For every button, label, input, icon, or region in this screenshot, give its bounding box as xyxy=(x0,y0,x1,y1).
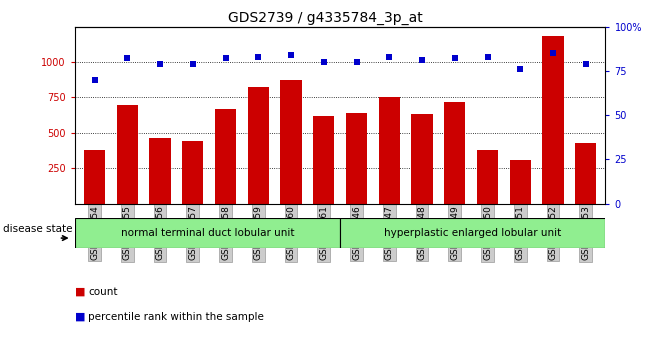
Text: disease state: disease state xyxy=(3,224,73,234)
Point xyxy=(220,56,230,61)
Bar xyxy=(379,97,400,204)
Point xyxy=(482,54,493,59)
Bar xyxy=(542,36,564,204)
Text: count: count xyxy=(88,287,117,297)
Bar xyxy=(444,102,465,204)
Point xyxy=(89,77,100,82)
Bar xyxy=(75,218,340,248)
Bar xyxy=(411,114,433,204)
Point xyxy=(515,66,525,72)
Bar xyxy=(117,105,138,204)
Point xyxy=(318,59,329,65)
Text: hyperplastic enlarged lobular unit: hyperplastic enlarged lobular unit xyxy=(384,228,561,238)
Bar xyxy=(215,109,236,204)
Text: normal terminal duct lobular unit: normal terminal duct lobular unit xyxy=(120,228,294,238)
Bar xyxy=(510,160,531,204)
Bar xyxy=(281,80,301,204)
Bar xyxy=(149,138,171,204)
Point xyxy=(581,61,591,67)
Bar xyxy=(84,150,105,204)
Bar xyxy=(247,87,269,204)
Bar xyxy=(477,150,498,204)
Text: ■: ■ xyxy=(75,287,85,297)
Point xyxy=(450,56,460,61)
Bar xyxy=(182,141,203,204)
Point xyxy=(187,61,198,67)
Bar xyxy=(313,116,335,204)
Point xyxy=(384,54,395,59)
Point xyxy=(122,56,132,61)
Bar xyxy=(346,113,367,204)
Point xyxy=(548,50,559,56)
Text: ■: ■ xyxy=(75,312,85,322)
Point xyxy=(352,59,362,65)
Point xyxy=(155,61,165,67)
Point xyxy=(253,54,264,59)
Text: GDS2739 / g4335784_3p_at: GDS2739 / g4335784_3p_at xyxy=(228,11,423,25)
Bar xyxy=(340,218,605,248)
Text: percentile rank within the sample: percentile rank within the sample xyxy=(88,312,264,322)
Bar xyxy=(575,143,596,204)
Point xyxy=(286,52,296,58)
Point xyxy=(417,57,427,63)
